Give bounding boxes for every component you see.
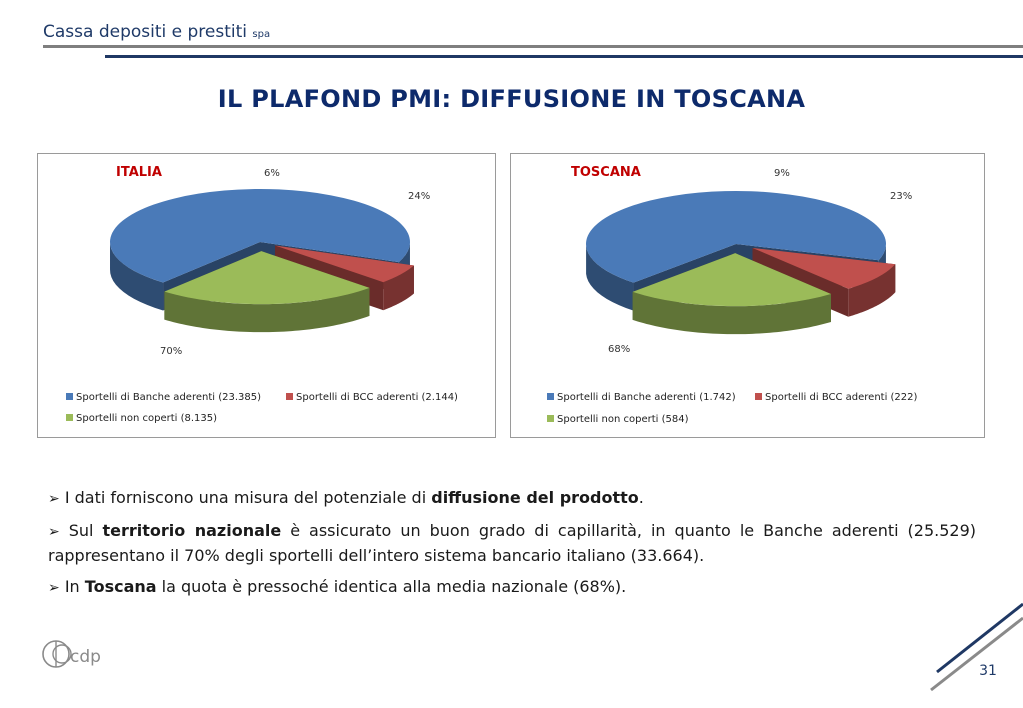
header-org: Cassa depositi e prestiti spa xyxy=(43,22,270,42)
legend-entry-3: Sportelli non coperti (584) xyxy=(557,414,689,425)
legend-swatch-1 xyxy=(547,393,554,400)
pie-data-label-3: 24% xyxy=(408,191,430,202)
chart-italia-svg: 70% 6% 24% ITALIA Sportelli di Banche aderen… xyxy=(66,165,458,424)
legend-entry-1: Sportelli di Banche aderenti (23.385) xyxy=(76,392,261,403)
legend-swatch-3 xyxy=(547,415,554,422)
pie-data-label-2: 6% xyxy=(264,168,280,179)
legend-swatch-2 xyxy=(755,393,762,400)
pie-data-label-2: 9% xyxy=(774,168,790,179)
arrow-right-icon: ➢ xyxy=(48,580,60,596)
cdp-logo: cdp xyxy=(42,634,112,682)
pie-data-label-1: 70% xyxy=(160,346,182,357)
bullet-2: ➢ Sul territorio nazionale è assicurato … xyxy=(48,521,977,565)
chart-toscana-svg: 68% 9% 23% TOSCANA Sportelli di Banche adere… xyxy=(547,165,918,425)
decorative-diagonal-lines xyxy=(930,602,1023,692)
arrow-right-icon: ➢ xyxy=(48,524,60,540)
chart-toscana: 68% 9% 23% TOSCANA Sportelli di Banche adere… xyxy=(510,153,985,438)
chart-title: TOSCANA xyxy=(571,165,641,180)
header-org-name: Cassa depositi e prestiti xyxy=(43,22,247,42)
pie-slice-3 xyxy=(164,251,370,333)
body-text: ➢ I dati forniscono una misura del poten… xyxy=(48,486,976,608)
header-org-suffix: spa xyxy=(252,29,271,40)
header-rule-navy xyxy=(105,55,1023,58)
legend-swatch-1 xyxy=(66,393,73,400)
legend-swatch-2 xyxy=(286,393,293,400)
legend-swatch-3 xyxy=(66,414,73,421)
chart-title: ITALIA xyxy=(116,165,162,180)
legend-entry-2: Sportelli di BCC aderenti (2.144) xyxy=(296,392,458,403)
pie-data-label-1: 68% xyxy=(608,344,630,355)
legend-entry-1: Sportelli di Banche aderenti (1.742) xyxy=(557,392,736,403)
page-number: 31 xyxy=(979,663,997,679)
slide-title: IL PLAFOND PMI: DIFFUSIONE IN TOSCANA xyxy=(217,85,806,113)
header-rule-gray xyxy=(43,45,1023,48)
cdp-logo-mark: cdp xyxy=(42,640,101,668)
bullet-1: ➢ I dati forniscono una misura del poten… xyxy=(48,488,644,507)
cdp-logo-text: cdp xyxy=(70,647,101,667)
chart-italia: 70% 6% 24% ITALIA Sportelli di Banche aderen… xyxy=(37,153,496,438)
pie-slice-3 xyxy=(632,253,831,335)
legend-entry-3: Sportelli non coperti (8.135) xyxy=(76,413,217,424)
arrow-right-icon: ➢ xyxy=(48,491,60,507)
legend-entry-2: Sportelli di BCC aderenti (222) xyxy=(765,392,918,403)
bullet-3: ➢ In Toscana la quota è pressoché identi… xyxy=(48,577,627,596)
pie-data-label-3: 23% xyxy=(890,191,912,202)
